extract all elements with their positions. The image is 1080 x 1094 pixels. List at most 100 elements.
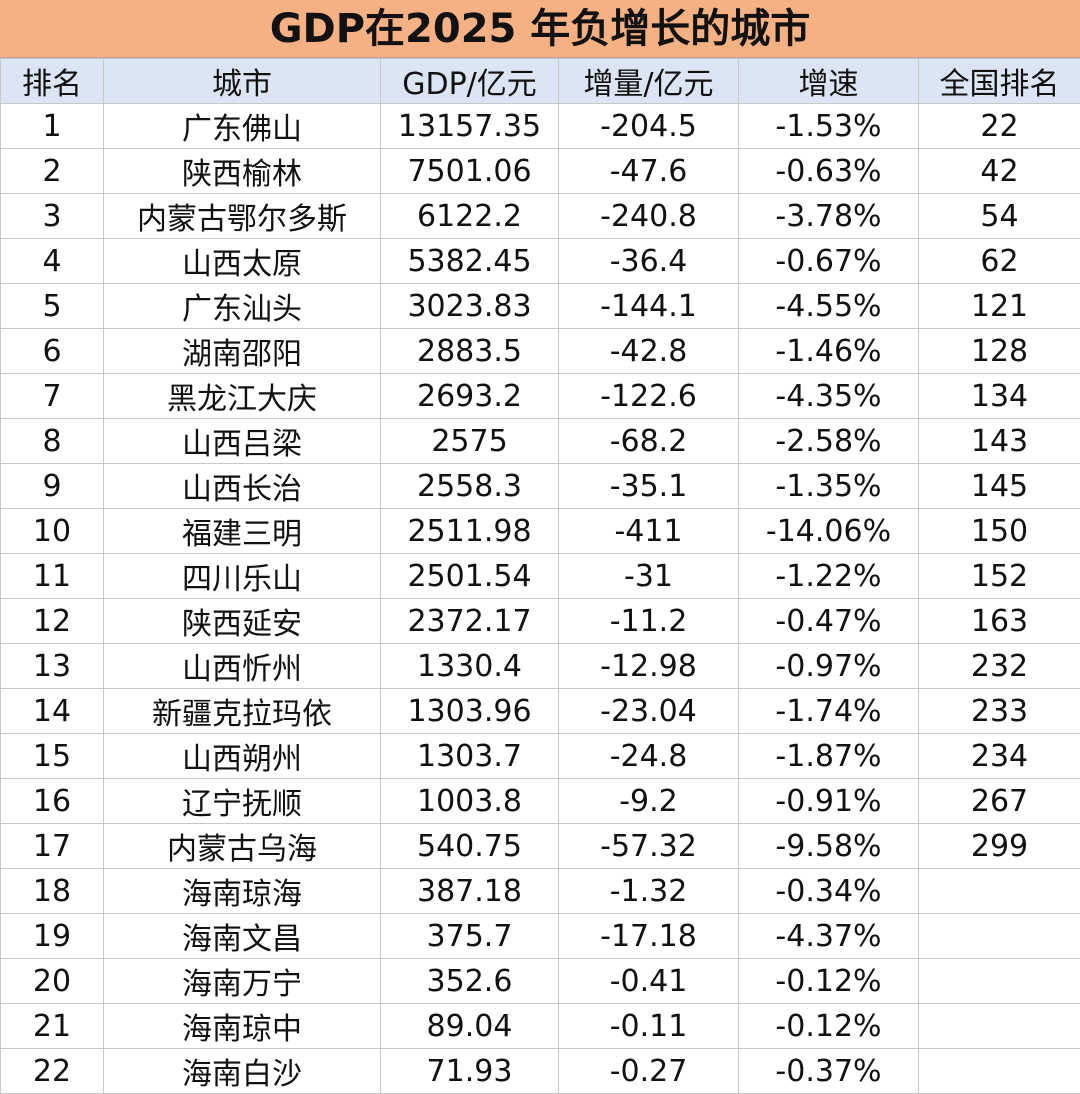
table-cell: 2558.3 bbox=[381, 464, 559, 509]
table-cell: -0.27 bbox=[559, 1049, 739, 1094]
table-cell: 2511.98 bbox=[381, 509, 559, 554]
table-cell: -1.32 bbox=[559, 869, 739, 914]
table-cell: 152 bbox=[919, 554, 1080, 599]
table-cell: -0.41 bbox=[559, 959, 739, 1004]
table-cell: 4 bbox=[1, 239, 104, 284]
table-cell: 广东佛山 bbox=[104, 104, 381, 149]
table-cell: 16 bbox=[1, 779, 104, 824]
table-cell: 1 bbox=[1, 104, 104, 149]
table-cell: 62 bbox=[919, 239, 1080, 284]
table-cell: 13 bbox=[1, 644, 104, 689]
table-cell: -36.4 bbox=[559, 239, 739, 284]
table-cell: 四川乐山 bbox=[104, 554, 381, 599]
table-cell: 5 bbox=[1, 284, 104, 329]
table-cell: 8 bbox=[1, 419, 104, 464]
table-cell: 陕西延安 bbox=[104, 599, 381, 644]
table-cell: 内蒙古鄂尔多斯 bbox=[104, 194, 381, 239]
table-cell: 7 bbox=[1, 374, 104, 419]
table-cell: -1.35% bbox=[739, 464, 919, 509]
table-cell: 山西朔州 bbox=[104, 734, 381, 779]
table-cell: 54 bbox=[919, 194, 1080, 239]
table-cell: 陕西榆林 bbox=[104, 149, 381, 194]
column-header: 增速 bbox=[739, 59, 919, 104]
column-header: 增量/亿元 bbox=[559, 59, 739, 104]
table-cell: 1330.4 bbox=[381, 644, 559, 689]
table-cell: 6 bbox=[1, 329, 104, 374]
table-cell: 山西长治 bbox=[104, 464, 381, 509]
table-cell: -23.04 bbox=[559, 689, 739, 734]
table-cell: -0.12% bbox=[739, 959, 919, 1004]
table-cell: 163 bbox=[919, 599, 1080, 644]
table-cell: 267 bbox=[919, 779, 1080, 824]
column-header: 城市 bbox=[104, 59, 381, 104]
table-cell: 21 bbox=[1, 1004, 104, 1049]
table-cell: 150 bbox=[919, 509, 1080, 554]
empty-cell bbox=[919, 959, 1080, 1004]
table-cell: 1303.7 bbox=[381, 734, 559, 779]
table-cell: 17 bbox=[1, 824, 104, 869]
table-cell: 18 bbox=[1, 869, 104, 914]
table-cell: -12.98 bbox=[559, 644, 739, 689]
table-cell: 1003.8 bbox=[381, 779, 559, 824]
table-cell: 11 bbox=[1, 554, 104, 599]
table-cell: 辽宁抚顺 bbox=[104, 779, 381, 824]
table-cell: 12 bbox=[1, 599, 104, 644]
title: GDP在2025 年负增长的城市 bbox=[0, 0, 1080, 58]
table-cell: 海南琼中 bbox=[104, 1004, 381, 1049]
table-cell: -0.47% bbox=[739, 599, 919, 644]
table-cell: -1.53% bbox=[739, 104, 919, 149]
table-cell: 352.6 bbox=[381, 959, 559, 1004]
table-cell: 22 bbox=[919, 104, 1080, 149]
table-cell: -4.35% bbox=[739, 374, 919, 419]
empty-cell bbox=[919, 1004, 1080, 1049]
table-cell: 广东汕头 bbox=[104, 284, 381, 329]
table-cell: -0.91% bbox=[739, 779, 919, 824]
table-cell: -0.12% bbox=[739, 1004, 919, 1049]
table-cell: 2575 bbox=[381, 419, 559, 464]
table-cell: -31 bbox=[559, 554, 739, 599]
table-cell: 山西吕梁 bbox=[104, 419, 381, 464]
table-cell: 89.04 bbox=[381, 1004, 559, 1049]
table-cell: 10 bbox=[1, 509, 104, 554]
column-header: 全国排名 bbox=[919, 59, 1080, 104]
empty-cell bbox=[919, 914, 1080, 959]
table-cell: -240.8 bbox=[559, 194, 739, 239]
table-cell: 22 bbox=[1, 1049, 104, 1094]
table-cell: 375.7 bbox=[381, 914, 559, 959]
table-cell: -411 bbox=[559, 509, 739, 554]
table-cell: -0.63% bbox=[739, 149, 919, 194]
table-cell: 540.75 bbox=[381, 824, 559, 869]
table-cell: 299 bbox=[919, 824, 1080, 869]
table-cell: 19 bbox=[1, 914, 104, 959]
table-cell: 7501.06 bbox=[381, 149, 559, 194]
table-cell: 6122.2 bbox=[381, 194, 559, 239]
table-cell: 2693.2 bbox=[381, 374, 559, 419]
table-cell: -1.87% bbox=[739, 734, 919, 779]
table-cell: 湖南邵阳 bbox=[104, 329, 381, 374]
table-cell: 新疆克拉玛依 bbox=[104, 689, 381, 734]
table-cell: -17.18 bbox=[559, 914, 739, 959]
table-cell: 20 bbox=[1, 959, 104, 1004]
table-cell: 山西太原 bbox=[104, 239, 381, 284]
table-cell: 121 bbox=[919, 284, 1080, 329]
table-cell: -1.74% bbox=[739, 689, 919, 734]
table-cell: 387.18 bbox=[381, 869, 559, 914]
table-cell: -0.97% bbox=[739, 644, 919, 689]
